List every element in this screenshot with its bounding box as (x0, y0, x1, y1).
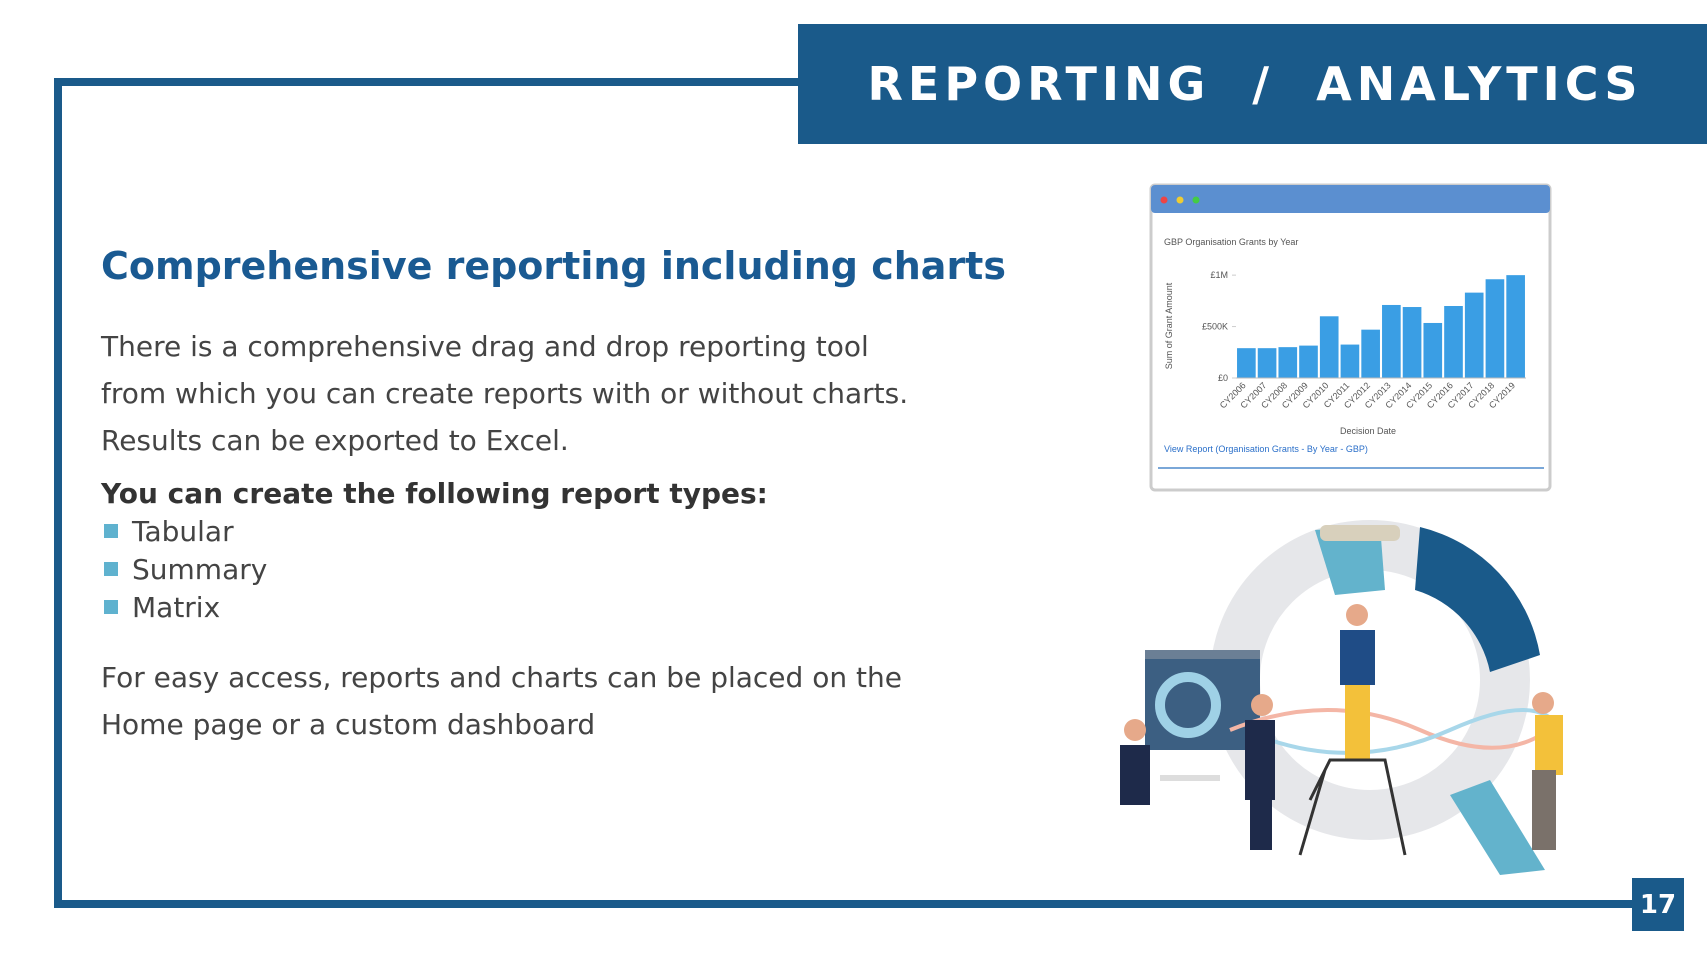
y-tick-label: £0 (1218, 373, 1228, 383)
body-line: Results can be exported to Excel. (101, 424, 569, 457)
bar (1361, 329, 1380, 378)
bar (1257, 348, 1277, 378)
person-head (1124, 719, 1146, 741)
bar (1319, 316, 1339, 378)
handle (1450, 780, 1545, 875)
window-dot (1192, 196, 1200, 204)
bar (1237, 348, 1256, 378)
body-line: from which you can create reports with o… (101, 377, 908, 410)
x-axis-label: Decision Date (1340, 426, 1396, 436)
person-head (1251, 694, 1273, 716)
list-bullet (104, 524, 118, 538)
heading: Comprehensive reporting including charts (101, 244, 1006, 288)
body-line: For easy access, reports and charts can … (101, 661, 902, 694)
list-item: Tabular (131, 515, 234, 548)
bar (1423, 322, 1443, 378)
desk (1160, 775, 1220, 781)
donut-segment (1315, 525, 1385, 595)
bar (1382, 304, 1401, 378)
donut-segment (1415, 527, 1540, 672)
illustration (1120, 520, 1563, 875)
bar (1340, 344, 1360, 378)
bar (1464, 292, 1484, 378)
board-donut (1155, 672, 1221, 738)
window-dot (1176, 196, 1184, 204)
bar (1444, 306, 1463, 378)
person-head (1532, 692, 1554, 714)
text-body: There is a comprehensive drag and drop r… (100, 330, 908, 741)
body-line: Home page or a custom dashboard (101, 708, 595, 741)
page-number-box (1632, 878, 1684, 931)
person (1535, 715, 1563, 775)
person (1120, 745, 1150, 805)
list-item: Matrix (132, 591, 220, 624)
header-title: REPORTING / ANALYTICS (867, 57, 1642, 111)
bar (1485, 279, 1505, 378)
list-title: You can create the following report type… (100, 477, 768, 510)
wave (1229, 708, 1562, 750)
frame (54, 78, 1632, 908)
bar (1299, 345, 1318, 378)
list-bullet (104, 600, 118, 614)
person (1345, 680, 1370, 760)
report-link[interactable]: View Report (Organisation Grants - By Ye… (1164, 444, 1368, 454)
list-bullet (104, 562, 118, 576)
bar (1402, 307, 1422, 378)
y-axis-label: Sum of Grant Amount (1164, 282, 1174, 369)
window-titlebar (1151, 185, 1550, 213)
page-number: 17 (1640, 890, 1676, 920)
window-dot (1160, 196, 1168, 204)
chart-title: GBP Organisation Grants by Year (1164, 237, 1298, 247)
y-tick-label: £500K (1202, 322, 1228, 332)
header-bar (798, 24, 1707, 144)
person-head (1346, 604, 1368, 626)
person (1320, 525, 1400, 541)
person (1250, 785, 1272, 850)
y-tick-label: £1M (1210, 270, 1228, 280)
bar (1506, 275, 1525, 378)
body-line: There is a comprehensive drag and drop r… (100, 330, 869, 363)
list-item: Summary (132, 553, 267, 586)
board-top (1145, 650, 1260, 659)
person (1340, 630, 1375, 685)
bar (1278, 347, 1298, 378)
ladder (1298, 758, 1407, 856)
person (1532, 770, 1556, 850)
